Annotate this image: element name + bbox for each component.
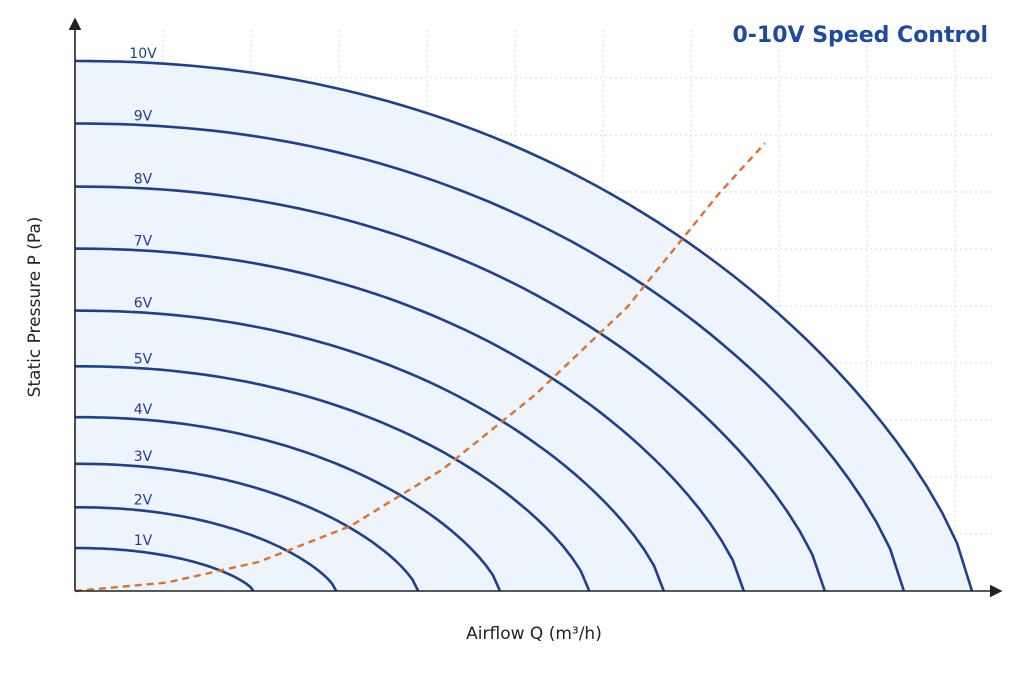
curve-label-1v: 1V [134, 533, 153, 549]
fan-curve-2v [75, 506, 338, 592]
y-axis-title: Static Pressure P (Pa) [25, 217, 45, 398]
chart-title: 0-10V Speed Control [732, 23, 988, 48]
curve-label-6v: 6V [134, 296, 153, 312]
fan-curve-8v [74, 185, 827, 592]
fan-curve-7v [74, 247, 746, 592]
curve-labels: 1V 2V 3V 4V 5V 6V 7V 8V 9V 10V [129, 46, 157, 549]
fan-curve-5v [75, 365, 591, 592]
fan-curve-9v [74, 122, 906, 592]
curve-label-7v: 7V [134, 234, 153, 250]
curve-label-3v: 3V [134, 449, 153, 465]
curve-label-2v: 2V [134, 492, 153, 508]
curve-label-8v: 8V [134, 172, 153, 188]
curve-label-5v: 5V [134, 351, 153, 367]
curve-label-10v: 10V [129, 46, 157, 62]
fan-curve-3v [75, 462, 420, 592]
system-curve [74, 142, 766, 593]
fan-curve-10v [74, 59, 974, 592]
x-axis-title: Airflow Q (m³/h) [466, 624, 602, 644]
curve-label-4v: 4V [134, 402, 153, 418]
curve-label-9v: 9V [134, 109, 153, 125]
fan-curve-6v [74, 309, 666, 592]
fan-curves [74, 59, 974, 592]
operating-area-fill [75, 61, 972, 591]
fan-curve-4v [75, 415, 502, 592]
fan-curve-1v [75, 546, 255, 592]
